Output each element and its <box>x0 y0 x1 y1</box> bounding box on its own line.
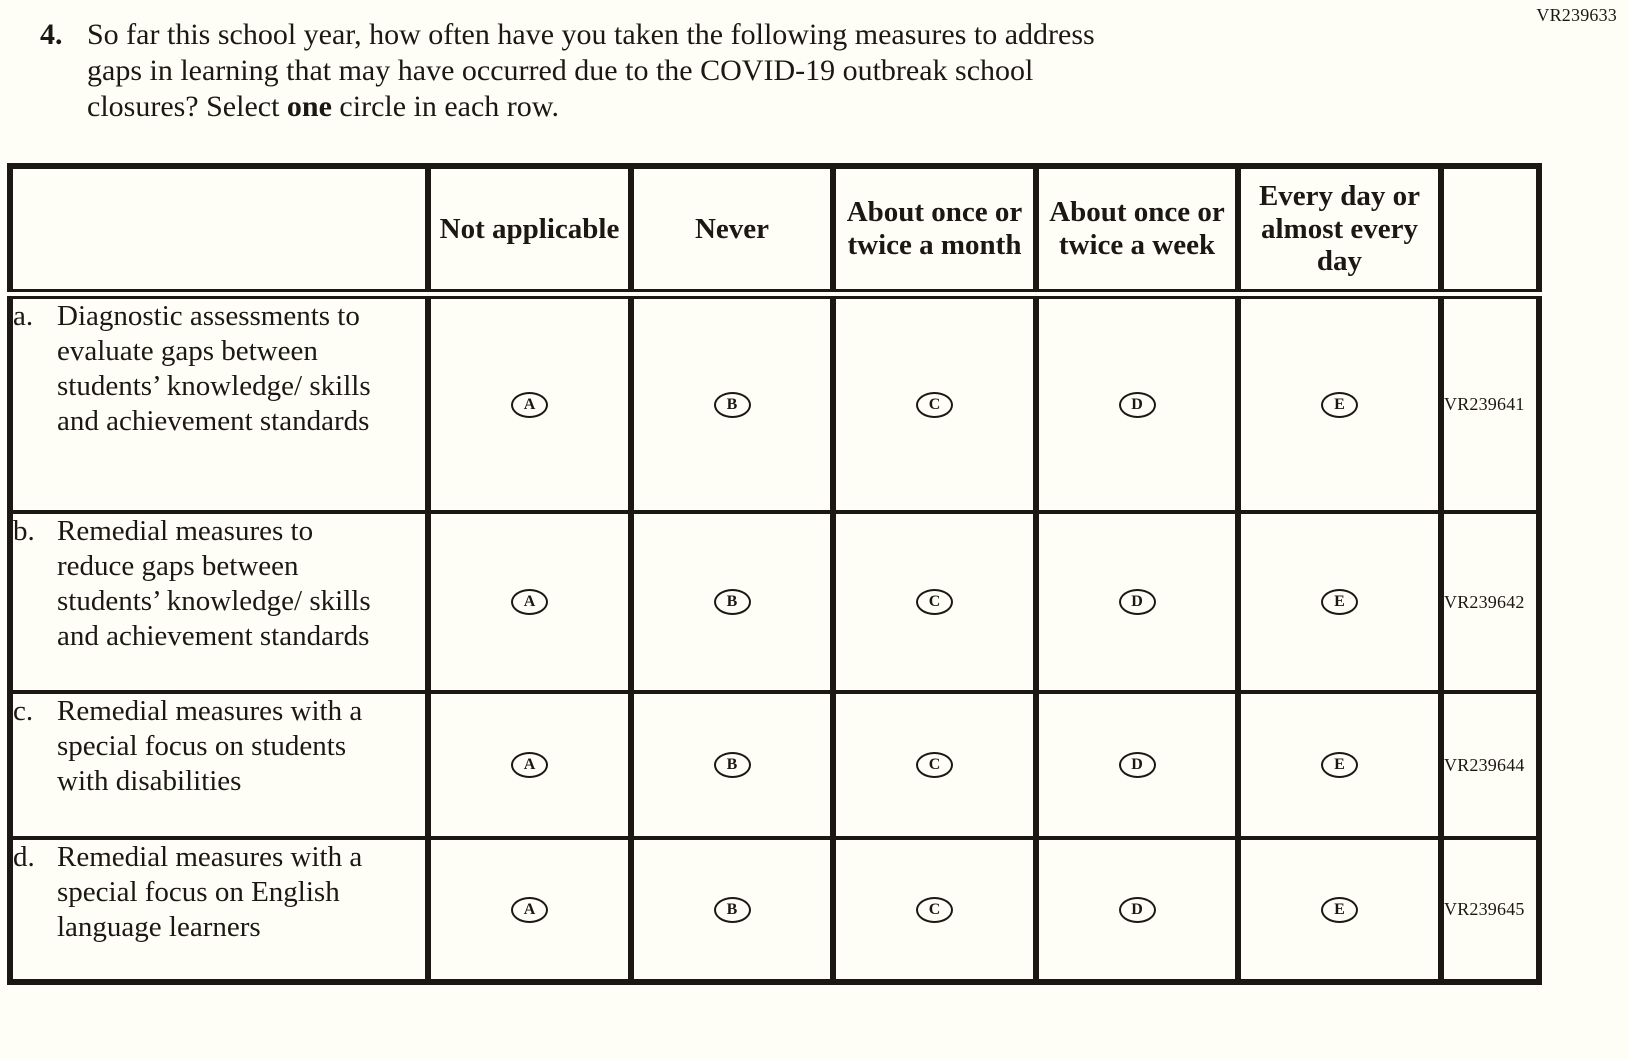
table-row-c: c. Remedial measures with a special focu… <box>7 690 1542 840</box>
row-a-cell-never: B <box>628 292 836 514</box>
row-d-cell-never: B <box>628 836 836 984</box>
row-a-cell-not-applicable: A <box>425 292 634 514</box>
question-text: So far this school year, how often have … <box>87 17 1095 125</box>
header-cell-once-twice-month: About once or twice a month <box>830 164 1039 299</box>
question-number: 4. <box>40 18 63 51</box>
row-d-code: VR239645 <box>1438 836 1542 984</box>
row-d-cell-once-twice-month: C <box>830 836 1039 984</box>
row-d-cell-every-day: E <box>1235 836 1444 984</box>
bubble-b[interactable]: B <box>713 391 751 418</box>
bubble-a[interactable]: A <box>511 391 548 418</box>
header-cell-not-applicable: Not applicable <box>425 164 634 299</box>
row-b-label: Remedial measures to reduce gaps between… <box>57 515 371 653</box>
question-line-3-end: circle in each row. <box>331 90 560 123</box>
table-row-b: b. Remedial measures to reduce gaps betw… <box>7 510 1542 694</box>
bubble-b[interactable]: B <box>713 752 751 778</box>
bubble-b[interactable]: B <box>713 896 751 923</box>
row-d-cell-not-applicable: A <box>425 836 634 984</box>
row-c-letter: c. <box>13 695 34 727</box>
row-c-label: Remedial measures with a special focus o… <box>57 695 363 798</box>
bubble-a[interactable]: A <box>511 752 548 778</box>
row-c-cell-once-twice-week: D <box>1033 690 1241 840</box>
header-cell-empty <box>7 164 431 299</box>
row-a-cell-once-twice-week: D <box>1033 292 1241 514</box>
bubble-a[interactable]: A <box>511 589 548 615</box>
table-row-a: a. Diagnostic assessments to evaluate ga… <box>7 292 1542 514</box>
question-line-2: gaps in learning that may have occurred … <box>87 54 1034 87</box>
bubble-b[interactable]: B <box>713 589 751 615</box>
bubble-e[interactable]: E <box>1321 391 1358 418</box>
row-b-letter: b. <box>13 515 35 547</box>
row-d-label: Remedial measures with a special focus o… <box>57 841 363 944</box>
row-c-stem: c. Remedial measures with a special focu… <box>7 690 431 840</box>
row-b-cell-never: B <box>628 510 836 694</box>
row-b-cell-not-applicable: A <box>425 510 634 694</box>
table-row-d: d. Remedial measures with a special focu… <box>7 836 1542 984</box>
question-line-3-bold: one <box>286 90 332 123</box>
row-b-cell-once-twice-week: D <box>1033 510 1241 694</box>
question-block: 4. So far this school year, how often ha… <box>40 17 1095 125</box>
header-cell-code <box>1438 164 1542 299</box>
header-cell-once-twice-week: About once or twice a week <box>1033 164 1241 299</box>
row-d-stem: d. Remedial measures with a special focu… <box>7 836 431 984</box>
row-d-cell-once-twice-week: D <box>1033 836 1241 984</box>
bubble-a[interactable]: A <box>511 896 548 923</box>
row-b-cell-once-twice-month: C <box>830 510 1039 694</box>
header-row: Not applicable Never About once or twice… <box>7 164 1542 299</box>
row-c-code: VR239644 <box>1438 690 1542 840</box>
bubble-c[interactable]: C <box>916 589 953 615</box>
row-a-letter: a. <box>13 300 34 332</box>
row-b-stem: b. Remedial measures to reduce gaps betw… <box>7 510 431 694</box>
header-cell-every-day: Every day or almost every day <box>1235 164 1444 299</box>
row-c-cell-every-day: E <box>1235 690 1444 840</box>
header-cell-never: Never <box>628 164 836 299</box>
bubble-e[interactable]: E <box>1321 589 1358 615</box>
row-a-code: VR239641 <box>1438 292 1542 514</box>
bubble-c[interactable]: C <box>916 391 953 418</box>
row-d-letter: d. <box>13 841 35 873</box>
bubble-d[interactable]: D <box>1118 752 1156 778</box>
bubble-c[interactable]: C <box>916 896 953 923</box>
question-line-3: closures? Select one circle in each row. <box>87 89 1095 125</box>
row-b-code: VR239642 <box>1438 510 1542 694</box>
question-line-1: So far this school year, how often have … <box>87 18 1095 51</box>
bubble-d[interactable]: D <box>1118 589 1156 615</box>
row-a-stem: a. Diagnostic assessments to evaluate ga… <box>7 292 431 514</box>
row-a-cell-once-twice-month: C <box>830 292 1039 514</box>
bubble-d[interactable]: D <box>1118 896 1156 923</box>
row-a-label: Diagnostic assessments to evaluate gaps … <box>57 300 371 438</box>
bubble-e[interactable]: E <box>1321 896 1358 923</box>
row-a-cell-every-day: E <box>1235 292 1444 514</box>
bubble-e[interactable]: E <box>1321 752 1358 778</box>
response-grid: Not applicable Never About once or twice… <box>7 163 1542 985</box>
question-line-3-start: closures? Select <box>87 90 287 123</box>
row-c-cell-not-applicable: A <box>425 690 634 840</box>
row-c-cell-never: B <box>628 690 836 840</box>
row-c-cell-once-twice-month: C <box>830 690 1039 840</box>
bubble-c[interactable]: C <box>916 752 953 778</box>
page-form-code: VR239633 <box>1536 5 1617 25</box>
bubble-d[interactable]: D <box>1118 391 1156 418</box>
row-b-cell-every-day: E <box>1235 510 1444 694</box>
